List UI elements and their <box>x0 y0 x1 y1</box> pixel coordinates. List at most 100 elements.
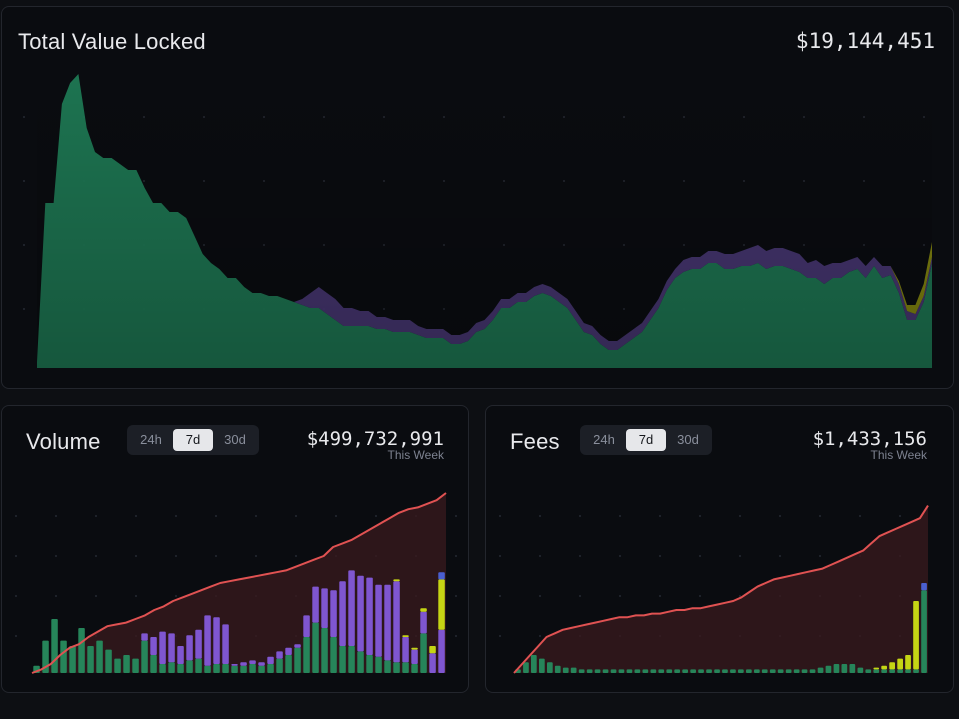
volume-tab-7d[interactable]: 7d <box>173 429 213 451</box>
grid-dot <box>499 595 501 597</box>
volume-bar-s0-35 <box>348 646 355 673</box>
volume-bar-s0-25 <box>258 665 265 673</box>
fees-title: Fees <box>510 429 560 454</box>
fees-cumulative-line <box>513 505 929 674</box>
fees-bar-s0-19 <box>666 669 673 673</box>
volume-bar-s0-16 <box>177 664 184 673</box>
volume-tab-24h[interactable]: 24h <box>140 432 162 447</box>
grid-dot <box>739 555 741 557</box>
grid-dot <box>659 515 661 517</box>
volume-bar-s1-35 <box>348 570 355 646</box>
grid-dot <box>539 595 541 597</box>
fees-bar-s0-7 <box>570 667 577 673</box>
volume-bar-s1-20 <box>213 617 220 664</box>
grid-dot <box>499 635 501 637</box>
volume-bar-s0-2 <box>51 619 58 673</box>
volume-bar-s1-23 <box>240 662 247 666</box>
fees-bar-s0-25 <box>714 669 720 673</box>
fees-period-tabs: 24h 7d 30d <box>580 425 712 455</box>
fees-bar-s0-35 <box>793 669 800 673</box>
grid-dot <box>255 515 257 517</box>
grid-dot <box>23 116 25 118</box>
volume-bar-chart <box>15 492 457 674</box>
volume-bar-s0-39 <box>384 660 391 673</box>
grid-dot <box>175 595 177 597</box>
volume-bar-s0-33 <box>330 637 337 673</box>
grid-dot <box>55 555 57 557</box>
volume-bar-s1-41 <box>402 637 409 663</box>
fees-bar-s1-45 <box>873 667 880 670</box>
volume-bar-s1-15 <box>168 633 175 663</box>
volume-bar-s1-40 <box>393 581 400 663</box>
fees-bar-s0-5 <box>554 665 561 673</box>
fees-bar-s0-17 <box>650 669 657 673</box>
fees-bar-s0-43 <box>857 667 864 673</box>
grid-dot <box>175 555 177 557</box>
grid-dot <box>15 595 17 597</box>
fees-tab-30d[interactable]: 30d <box>677 432 699 447</box>
volume-bar-s1-32 <box>321 588 328 628</box>
volume-bar-s1-27 <box>276 651 283 659</box>
volume-bar-s1-42 <box>411 649 418 664</box>
tvl-value: $19,144,451 <box>795 29 935 53</box>
grid-dot <box>779 515 781 517</box>
fees-bar-s0-31 <box>761 669 768 673</box>
grid-dot <box>55 515 57 517</box>
fees-bar-s0-40 <box>833 664 840 673</box>
volume-bar-s0-26 <box>267 664 274 673</box>
grid-dot <box>135 595 137 597</box>
volume-cumulative-line <box>31 492 447 674</box>
grid-dot <box>579 515 581 517</box>
volume-bar-s0-41 <box>402 662 409 673</box>
volume-bar-s0-9 <box>114 658 121 673</box>
volume-cumulative-area <box>32 493 446 673</box>
grid-dot <box>135 555 137 557</box>
grid-dot <box>55 595 57 597</box>
tvl-shade-overlay <box>37 67 932 368</box>
volume-bar-s0-42 <box>411 664 418 673</box>
fees-bar-s1-50 <box>913 601 919 670</box>
grid-dot <box>779 555 781 557</box>
fees-bar-s0-51 <box>921 590 927 673</box>
grid-dot <box>95 515 97 517</box>
grid-dot <box>499 555 501 557</box>
volume-bar-s0-14 <box>159 664 166 673</box>
fees-bar-s0-44 <box>865 669 872 673</box>
grid-dot <box>499 515 501 517</box>
fees-bar-s0-37 <box>809 669 816 673</box>
fees-tab-24h[interactable]: 24h <box>593 432 615 447</box>
volume-bar-s1-45 <box>438 629 445 673</box>
fees-bar-s0-27 <box>730 669 736 673</box>
fees-tab-7d[interactable]: 7d <box>626 429 666 451</box>
grid-dot <box>579 595 581 597</box>
fees-bar-s0-1 <box>523 662 529 673</box>
grid-dot <box>579 555 581 557</box>
volume-bar-s1-24 <box>249 660 256 664</box>
grid-dot <box>335 515 337 517</box>
fees-bar-s0-9 <box>586 669 593 673</box>
fees-bar-s0-26 <box>722 669 728 673</box>
grid-dot <box>15 515 17 517</box>
grid-dot <box>455 595 457 597</box>
volume-tab-30d[interactable]: 30d <box>224 432 246 447</box>
fees-bar-s1-49 <box>905 655 911 670</box>
volume-bar-s1-39 <box>384 584 391 661</box>
grid-dot <box>539 635 541 637</box>
fees-card: Fees 24h 7d 30d $1,433,156 This Week <box>485 405 954 693</box>
volume-bar-s0-27 <box>276 658 283 673</box>
volume-bar-s1-31 <box>312 586 319 623</box>
volume-bar-s1-22 <box>231 664 238 666</box>
fees-bar-s0-39 <box>825 665 832 673</box>
grid-dot <box>659 595 661 597</box>
volume-bar-s0-15 <box>168 662 175 673</box>
volume-bar-s0-19 <box>204 665 211 673</box>
volume-card: Volume 24h 7d 30d $499,732,991 This Week <box>1 405 469 693</box>
grid-dot <box>455 515 457 517</box>
grid-dot <box>899 515 901 517</box>
volume-bar-s1-30 <box>303 615 310 637</box>
grid-dot <box>619 595 621 597</box>
fees-bar-s0-45 <box>873 669 880 673</box>
fees-bar-s0-50 <box>913 669 919 673</box>
volume-bar-s1-38 <box>375 584 382 657</box>
fees-bar-s0-42 <box>849 664 856 673</box>
